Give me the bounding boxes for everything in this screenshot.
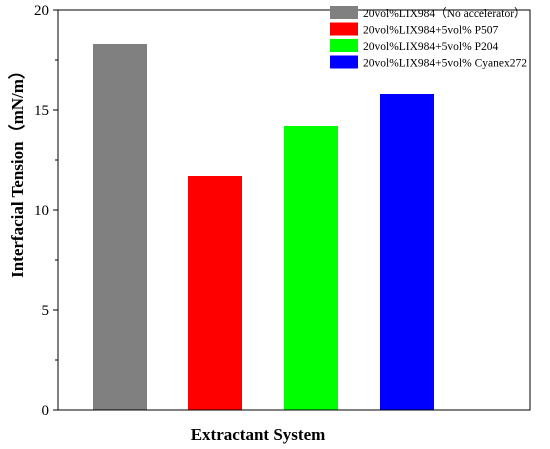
bar-3 (284, 126, 338, 410)
y-tick-label: 15 (34, 103, 49, 119)
legend-label-4: 20vol%LIX984+5vol% Cyanex272 (363, 58, 527, 70)
legend-swatch-3 (330, 39, 358, 52)
y-axis-title: Interfacial Tension（mN/m） (7, 62, 27, 278)
legend-label-1: 20vol%LIX984（No accelerator） (363, 7, 526, 20)
legend-label-3: 20vol%LIX984+5vol% P204 (363, 41, 498, 53)
legend-swatch-2 (330, 22, 358, 36)
legend-label-2: 20vol%LIX984+5vol% P507 (363, 25, 498, 37)
y-tick-label: 0 (42, 403, 50, 419)
y-axis-ticks: 0 5 10 15 20 (34, 3, 58, 419)
legend-swatch-1 (330, 6, 358, 19)
y-tick-label: 5 (42, 303, 50, 319)
y-tick-label: 20 (34, 3, 49, 19)
bar-1 (93, 44, 147, 410)
legend-swatch-4 (330, 55, 358, 69)
plot-area: 0 5 10 15 20 (34, 3, 531, 419)
bar-2 (188, 176, 242, 410)
bar-4 (380, 94, 434, 410)
y-tick-label: 10 (34, 203, 49, 219)
x-axis-title: Extractant System (191, 425, 326, 444)
bars-group (93, 44, 434, 410)
legend: 20vol%LIX984（No accelerator） 20vol%LIX984… (330, 6, 527, 70)
